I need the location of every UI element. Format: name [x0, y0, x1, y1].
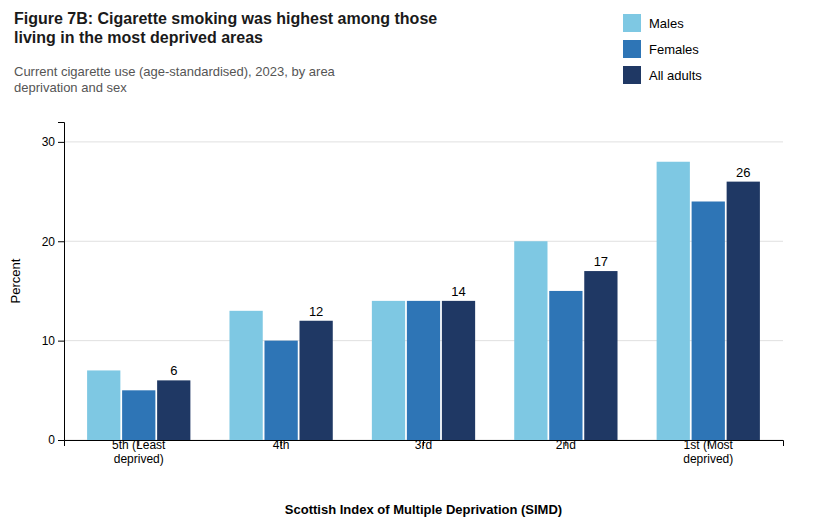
legend-swatch [623, 40, 641, 58]
data-labels: 6 12 14 17 26 [170, 165, 750, 379]
bar [122, 390, 155, 440]
x-axis-title: Scottish Index of Multiple Deprivation (… [285, 502, 562, 517]
title: Figure 7B: Cigarette smoking was highest… [14, 10, 437, 46]
bars [87, 162, 760, 440]
plot-area: 0 10 20 30 5th (Leastdeprived) 4th 3rd 2nd 1st (… [42, 123, 784, 466]
legend-label: All adults [649, 68, 702, 83]
legend-label: Females [649, 42, 699, 57]
y-tick: 30 [42, 135, 64, 149]
data-label: 14 [451, 284, 465, 299]
bar [407, 301, 440, 440]
x-tick-label: 1st (Mostdeprived) [683, 438, 733, 466]
bar [727, 182, 760, 440]
chart-container: Figure 7B: Cigarette smoking was highest… [0, 0, 813, 528]
y-tick: 20 [42, 235, 64, 249]
chart-svg: Figure 7B: Cigarette smoking was highest… [0, 0, 813, 528]
y-tick-label: 20 [42, 235, 56, 249]
bar [692, 202, 725, 441]
legend-item: Females [623, 40, 699, 58]
grid-line [64, 141, 783, 142]
bar-series [157, 182, 760, 440]
x-tick: 3rd [415, 438, 432, 452]
y-tick-mark [58, 241, 64, 242]
x-tick: 2nd [556, 438, 576, 452]
legend-swatch [623, 66, 641, 84]
x-tick: 1st (Mostdeprived) [683, 438, 733, 466]
y-tick-mark [58, 341, 64, 342]
bar [514, 241, 547, 440]
y-tick-mark [58, 440, 64, 441]
x-tick-label: 5th (Leastdeprived) [112, 438, 166, 466]
legend-item: All adults [623, 66, 702, 84]
grid [64, 142, 783, 440]
x-tick-label: 3rd [415, 438, 432, 452]
y-tick-label: 10 [42, 334, 56, 348]
y-axis-title: Percent [8, 258, 23, 303]
y-axis: 0 10 20 30 [42, 123, 65, 448]
bar [300, 321, 333, 440]
data-label: 26 [736, 165, 750, 180]
bar [584, 271, 617, 440]
y-tick-label: 30 [42, 135, 56, 149]
legend-label: Males [649, 16, 684, 31]
legend: Males Females All adults [623, 14, 702, 84]
bar [157, 380, 190, 440]
x-tick-label: 2nd [556, 438, 576, 452]
bar [549, 291, 582, 440]
data-label: 12 [309, 304, 323, 319]
subtitle: Current cigarette use (age-standardised)… [14, 64, 336, 95]
bar [442, 301, 475, 440]
y-tick-mark [58, 142, 64, 143]
y-tick-label: 0 [48, 433, 55, 447]
bar [264, 341, 297, 440]
data-label: 6 [170, 363, 177, 378]
x-tick: 5th (Leastdeprived) [112, 438, 166, 466]
legend-item: Males [623, 14, 684, 32]
bar [229, 311, 262, 440]
bar-series [87, 162, 690, 440]
x-tick: 4th [273, 438, 290, 452]
x-axis: 5th (Leastdeprived) 4th 3rd 2nd 1st (Mostdep… [65, 438, 784, 466]
bar [657, 162, 690, 440]
y-tick: 0 [48, 433, 64, 447]
bar-series [122, 202, 725, 441]
bar [87, 370, 120, 440]
y-tick: 10 [42, 334, 64, 348]
bar [372, 301, 405, 440]
legend-swatch [623, 14, 641, 32]
y-axis-line [58, 123, 65, 441]
x-tick-label: 4th [273, 438, 290, 452]
data-label: 17 [594, 254, 608, 269]
